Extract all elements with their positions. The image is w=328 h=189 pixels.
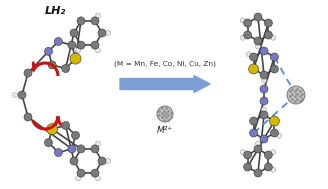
Circle shape [270, 53, 278, 61]
Circle shape [254, 13, 262, 21]
Circle shape [246, 52, 251, 57]
Circle shape [77, 41, 85, 49]
Circle shape [270, 65, 278, 73]
Circle shape [91, 145, 99, 153]
Circle shape [95, 48, 100, 53]
Circle shape [250, 129, 257, 137]
Circle shape [157, 106, 173, 122]
Circle shape [261, 107, 266, 112]
Circle shape [75, 48, 80, 53]
Text: M²⁺: M²⁺ [157, 126, 173, 135]
Circle shape [98, 157, 106, 165]
Circle shape [54, 37, 62, 46]
Circle shape [260, 135, 268, 143]
Circle shape [70, 157, 78, 165]
Circle shape [240, 18, 245, 23]
Circle shape [106, 159, 111, 163]
Circle shape [45, 47, 52, 55]
Circle shape [240, 35, 245, 40]
Circle shape [91, 41, 99, 49]
Circle shape [254, 37, 262, 45]
Circle shape [250, 117, 257, 125]
Circle shape [260, 71, 268, 79]
Circle shape [256, 141, 260, 146]
Circle shape [271, 35, 276, 40]
Circle shape [95, 141, 100, 146]
Circle shape [95, 13, 100, 18]
Text: LH₂: LH₂ [44, 6, 66, 16]
Circle shape [277, 133, 282, 138]
Circle shape [260, 111, 268, 119]
Circle shape [48, 61, 56, 69]
Circle shape [68, 145, 76, 153]
Circle shape [47, 124, 58, 135]
Circle shape [24, 113, 32, 121]
Circle shape [287, 86, 305, 104]
Circle shape [77, 169, 85, 177]
Circle shape [95, 176, 100, 181]
Circle shape [75, 176, 80, 181]
Circle shape [264, 151, 272, 159]
Circle shape [98, 29, 106, 37]
Circle shape [260, 85, 268, 93]
Circle shape [68, 41, 76, 49]
Circle shape [271, 167, 276, 172]
Circle shape [70, 53, 81, 64]
Circle shape [54, 149, 62, 156]
Circle shape [62, 122, 70, 129]
Circle shape [260, 97, 268, 105]
Circle shape [249, 64, 258, 74]
Circle shape [270, 129, 278, 137]
Circle shape [18, 91, 26, 99]
Circle shape [244, 151, 252, 159]
Circle shape [77, 17, 85, 25]
Circle shape [254, 169, 262, 177]
Circle shape [256, 44, 260, 49]
Circle shape [244, 31, 252, 39]
Circle shape [24, 69, 32, 77]
Circle shape [261, 78, 266, 83]
Circle shape [91, 169, 99, 177]
Circle shape [45, 139, 52, 147]
Circle shape [244, 163, 252, 171]
Circle shape [254, 145, 262, 153]
Circle shape [106, 30, 111, 36]
FancyArrow shape [120, 75, 210, 92]
Circle shape [271, 150, 276, 155]
Circle shape [264, 31, 272, 39]
Circle shape [91, 17, 99, 25]
Circle shape [240, 150, 245, 155]
Circle shape [250, 53, 257, 61]
Text: (M = Mn, Fe, Co, Ni, Cu, Zn): (M = Mn, Fe, Co, Ni, Cu, Zn) [114, 61, 216, 67]
Circle shape [264, 163, 272, 171]
Circle shape [70, 29, 78, 37]
Circle shape [264, 19, 272, 27]
Circle shape [12, 92, 17, 98]
Circle shape [260, 47, 268, 55]
Circle shape [269, 116, 279, 126]
Circle shape [244, 19, 252, 27]
Circle shape [72, 131, 79, 139]
Circle shape [62, 64, 70, 73]
Circle shape [77, 145, 85, 153]
